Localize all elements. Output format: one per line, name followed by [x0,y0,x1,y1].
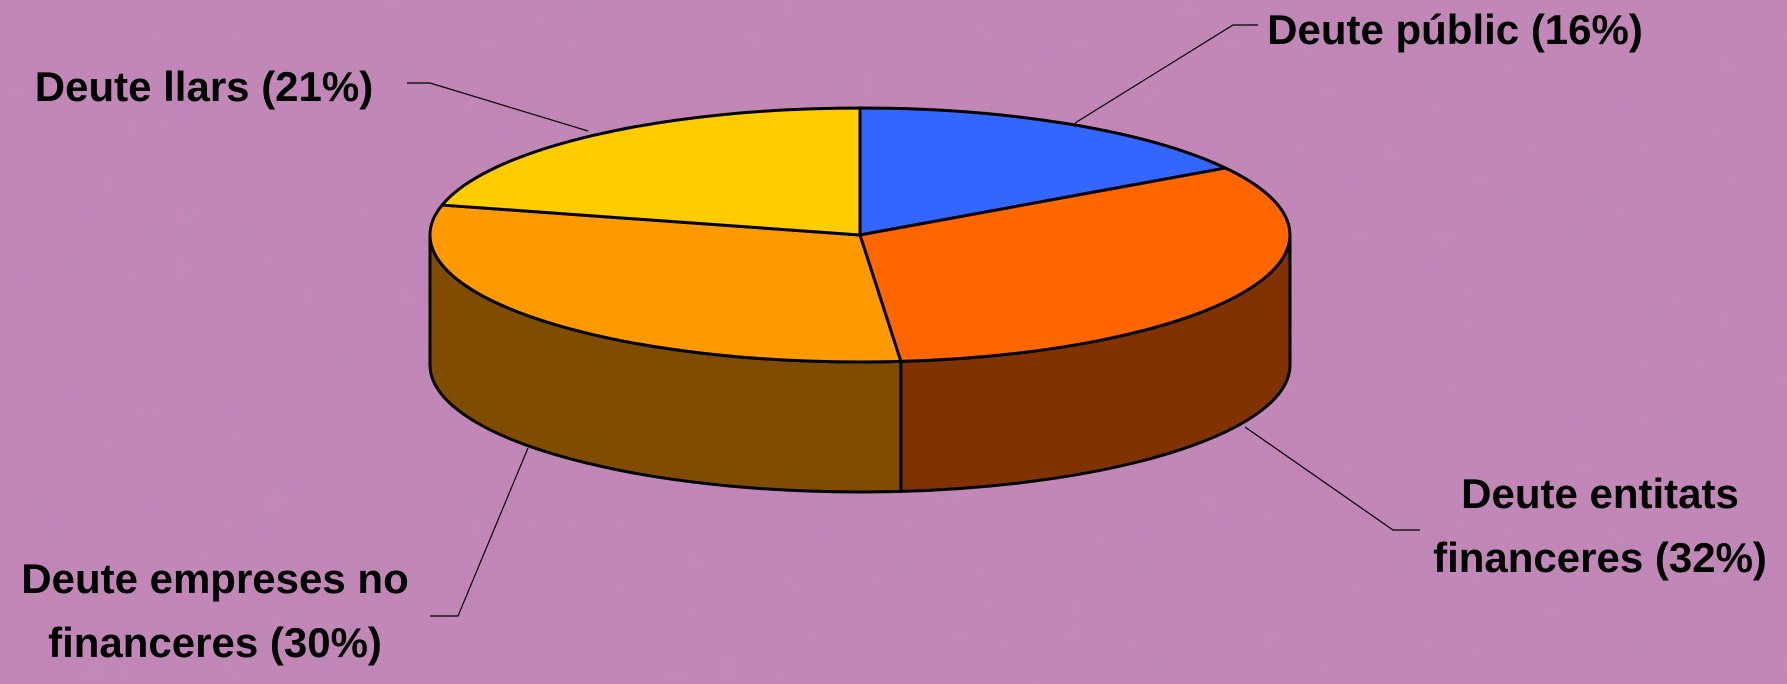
pie-slice-companies [428,203,903,364]
slice-label-line: Deute públic (16%) [1267,6,1643,53]
slice-label-line: Deute entitats [1461,470,1739,517]
leader-line-public [1074,24,1258,124]
pie-slice-households [440,106,862,237]
slice-label-financial: Deute entitats financeres (32%) [1433,470,1767,581]
slice-label-companies: Deute empreses no financeres (30%) [21,555,408,666]
slice-label-line: Deute empreses no [21,555,408,602]
slice-label-public: Deute públic (16%) [1267,6,1643,53]
leader-line-financial [1244,426,1420,531]
pie-slice-financial [858,166,1292,363]
slice-label-households: Deute llars (21%) [35,63,373,110]
slice-label-line: financeres (32%) [1433,534,1767,581]
leader-line-companies [430,447,529,617]
pie-top [428,106,1292,364]
slice-label-line: Deute llars (21%) [35,63,373,110]
leader-lines [407,24,1420,617]
leader-line-households [407,82,589,132]
pie-slice-public [858,106,1227,237]
slice-label-line: financeres (30%) [48,619,382,666]
slice-labels: Deute públic (16%) Deute entitats financer… [21,6,1767,666]
